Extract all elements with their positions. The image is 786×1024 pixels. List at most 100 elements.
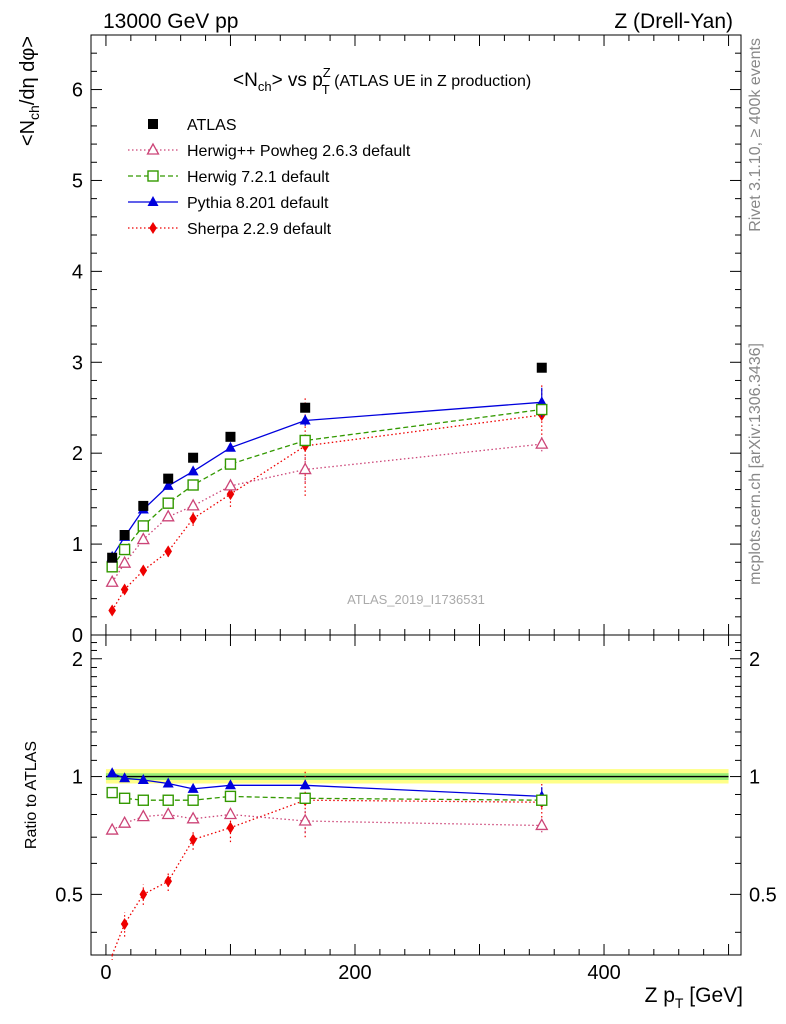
ratio-point (536, 794, 548, 806)
main-ytick-label: 2 (72, 443, 83, 465)
main-ytick-label: 1 (72, 534, 83, 556)
main-series-2 (106, 403, 548, 573)
ratio-point (137, 794, 149, 806)
main-point (162, 497, 174, 509)
ratio-series-1 (106, 786, 548, 806)
ratio-point (535, 818, 549, 831)
ratio-panel-data (105, 767, 549, 960)
legend-marker (146, 142, 160, 155)
main-point (187, 465, 199, 476)
main-panel-axes: 0 1 2 3 4 5 6 (72, 35, 741, 647)
ratio-point (106, 786, 118, 799)
legend-marker (147, 170, 159, 182)
main-ytick-label: 5 (72, 170, 83, 192)
main-series-line-3 (111, 401, 542, 558)
ratio-point (226, 821, 235, 834)
x-axis-label: Z pT [GeV] (645, 984, 743, 1011)
main-series-1 (105, 436, 549, 587)
ratio-point (298, 813, 312, 826)
main-point (298, 462, 312, 475)
main-panel-data (105, 362, 549, 617)
main-ytick-label: 0 (72, 625, 83, 647)
ratio-point (223, 807, 238, 820)
main-point (138, 500, 149, 511)
ratio-point (164, 875, 173, 888)
ratio-point (224, 790, 237, 803)
xtick-label: 0 (100, 962, 111, 984)
main-point (223, 478, 238, 491)
legend-marker (147, 196, 159, 206)
ratio-series-line-3 (111, 799, 542, 956)
ratio-ytick-label: 0.5 (55, 884, 83, 906)
ratio-point (162, 777, 174, 788)
ratio-ytick-label: 1 (72, 767, 83, 789)
legend-entry: Sherpa 2.2.9 default (187, 221, 332, 238)
ratio-point (106, 767, 118, 778)
main-point (119, 530, 130, 540)
main-point (224, 458, 237, 470)
main-point (120, 583, 129, 596)
ratio-point (105, 822, 119, 835)
main-point (535, 436, 549, 449)
main-point (226, 488, 235, 501)
ratio-point (136, 809, 150, 822)
plot-title: <Nch> vs pZ T (ATLAS UE in Z production) (233, 65, 531, 97)
main-point (225, 431, 236, 442)
ratio-series-line-0 (111, 813, 542, 831)
main-point (137, 520, 149, 532)
main-ytick-label: 6 (72, 80, 83, 102)
xtick-label: 400 (587, 962, 620, 984)
main-point (105, 574, 119, 587)
legend-marker (148, 119, 158, 129)
main-point (108, 604, 116, 617)
main-series-4 (108, 383, 546, 617)
main-point (106, 561, 118, 573)
ratio-point (120, 918, 129, 931)
main-point (136, 532, 150, 545)
main-point (299, 434, 311, 447)
ratio-point (139, 888, 148, 901)
ratio-ytick-label-right: 0.5 (749, 884, 777, 906)
ratio-point (118, 792, 131, 804)
ratio-panel-axes: 0.5 0.5 1 1 2 2 0 200 400 (55, 635, 777, 984)
main-point (536, 396, 548, 407)
main-point (161, 509, 175, 522)
main-point (164, 545, 173, 558)
beam-label: 13000 GeV pp (103, 10, 238, 33)
legend-entry: Herwig 7.2.1 default (187, 169, 330, 186)
main-ytick-label: 3 (72, 352, 83, 374)
main-series-0 (107, 362, 547, 563)
title-sub1: ch (258, 79, 272, 94)
ratio-panel-frame (90, 634, 742, 956)
main-point (188, 452, 199, 463)
title-main: <N (233, 70, 258, 91)
main-series-line-2 (111, 408, 542, 568)
rivet-label: Rivet 3.1.10, ≥ 400k events (747, 38, 764, 232)
ratio-point (162, 794, 174, 806)
main-point (536, 403, 548, 416)
legend: ATLAS Herwig++ Powheg 2.6.3 default Herwig… (128, 117, 411, 238)
ratio-ytick-label-right: 1 (749, 767, 760, 789)
ratio-point (161, 807, 175, 820)
main-point (187, 479, 199, 491)
ratio-point (224, 779, 236, 790)
legend-marker (149, 222, 157, 234)
ratio-point (299, 792, 311, 804)
analysis-watermark: ATLAS_2019_I1736531 (347, 592, 485, 607)
ratio-ytick-label: 2 (72, 649, 83, 671)
title-sup2: Z (323, 65, 331, 80)
title-sub2: T (322, 82, 330, 97)
ratio-ylabel: Ratio to ATLAS (23, 741, 40, 849)
legend-entry: Herwig++ Powheg 2.6.3 default (187, 143, 411, 160)
ratio-point (137, 773, 149, 784)
legend-entry: Pythia 8.201 default (187, 195, 329, 212)
ratio-point (187, 794, 199, 806)
main-point (299, 414, 311, 425)
main-point (118, 543, 131, 556)
ratio-point (299, 779, 311, 790)
mcplots-label: mcplots.cern.ch [arXiv:1306.3436] (747, 343, 764, 585)
main-point (118, 555, 132, 568)
legend-entry: ATLAS (187, 117, 237, 134)
ratio-point (186, 811, 200, 824)
